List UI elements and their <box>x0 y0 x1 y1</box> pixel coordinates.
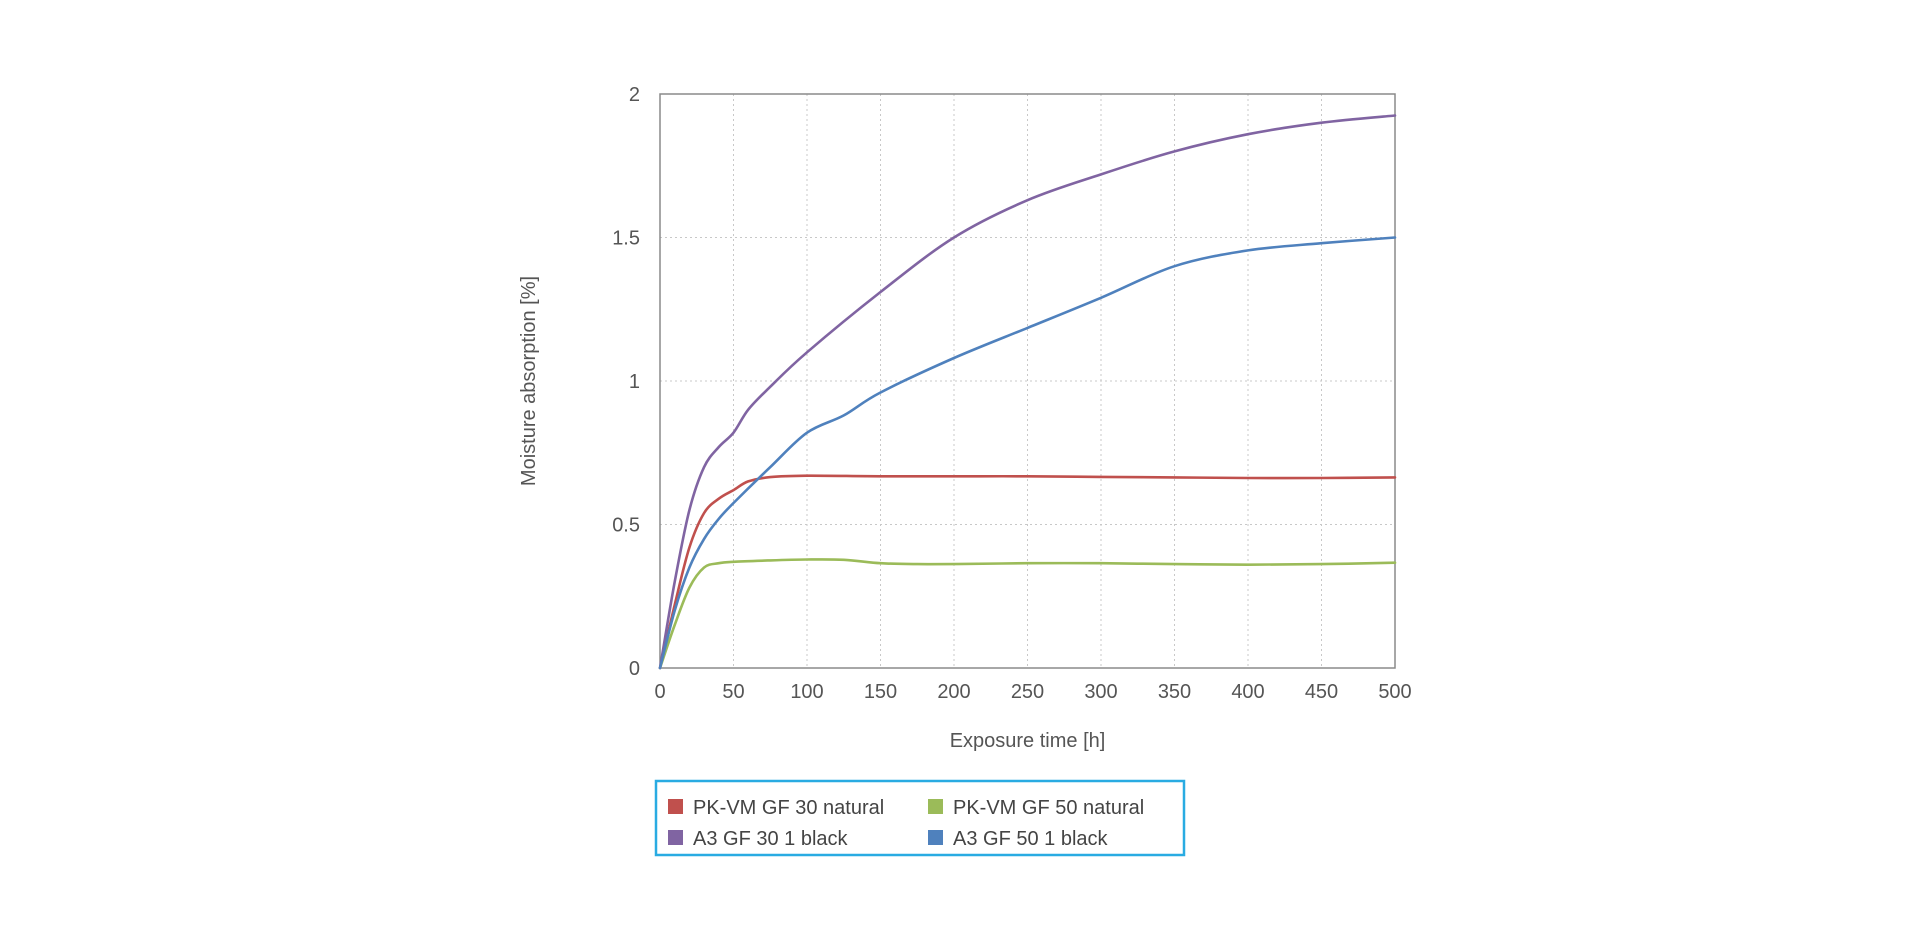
x-tick-label: 450 <box>1305 681 1338 703</box>
legend-label: PK-VM GF 30 natural <box>693 797 884 819</box>
series-line-a3-gf-50-1-black <box>658 236 1397 670</box>
x-tick-label: 200 <box>937 681 970 703</box>
x-tick-label: 400 <box>1231 681 1264 703</box>
legend-label: PK-VM GF 50 natural <box>953 797 1144 819</box>
legend-swatch <box>668 830 683 845</box>
series-line-a3-gf-30-1-black <box>658 114 1397 670</box>
y-tick-label: 1.5 <box>612 228 640 250</box>
series-lines <box>658 114 1397 670</box>
x-tick-label: 100 <box>790 681 823 703</box>
x-tick-label: 50 <box>722 681 744 703</box>
legend-label: A3 GF 50 1 black <box>953 828 1109 850</box>
y-axis-ticks: 0 0.5 1 1.5 2 <box>612 84 640 680</box>
y-tick-label: 1 <box>629 371 640 393</box>
plot-area-frame <box>659 93 1396 669</box>
legend-swatch <box>928 799 943 814</box>
y-axis-title: Moisture absorption [%] <box>518 276 540 486</box>
grid <box>660 94 1395 668</box>
x-axis-ticks: 0 50 100 150 200 250 300 350 400 450 500 <box>654 681 1411 703</box>
x-tick-label: 150 <box>864 681 897 703</box>
legend-box <box>654 779 1186 857</box>
legend-swatch <box>928 830 943 845</box>
y-tick-label: 0 <box>629 658 640 680</box>
x-axis-title: Exposure time [h] <box>950 730 1106 752</box>
x-tick-label: 250 <box>1011 681 1044 703</box>
legend: PK-VM GF 30 natural PK-VM GF 50 natural A3… <box>654 779 1186 857</box>
x-tick-label: 300 <box>1084 681 1117 703</box>
series-line-pk-vm-gf-30-natural <box>658 474 1397 670</box>
series-line-pk-vm-gf-50-natural <box>658 558 1397 670</box>
y-tick-label: 2 <box>629 84 640 106</box>
legend-swatch <box>668 799 683 814</box>
legend-label: A3 GF 30 1 black <box>693 828 849 850</box>
x-tick-label: 500 <box>1378 681 1411 703</box>
x-tick-label: 350 <box>1158 681 1191 703</box>
y-tick-label: 0.5 <box>612 515 640 537</box>
x-tick-label: 0 <box>654 681 665 703</box>
